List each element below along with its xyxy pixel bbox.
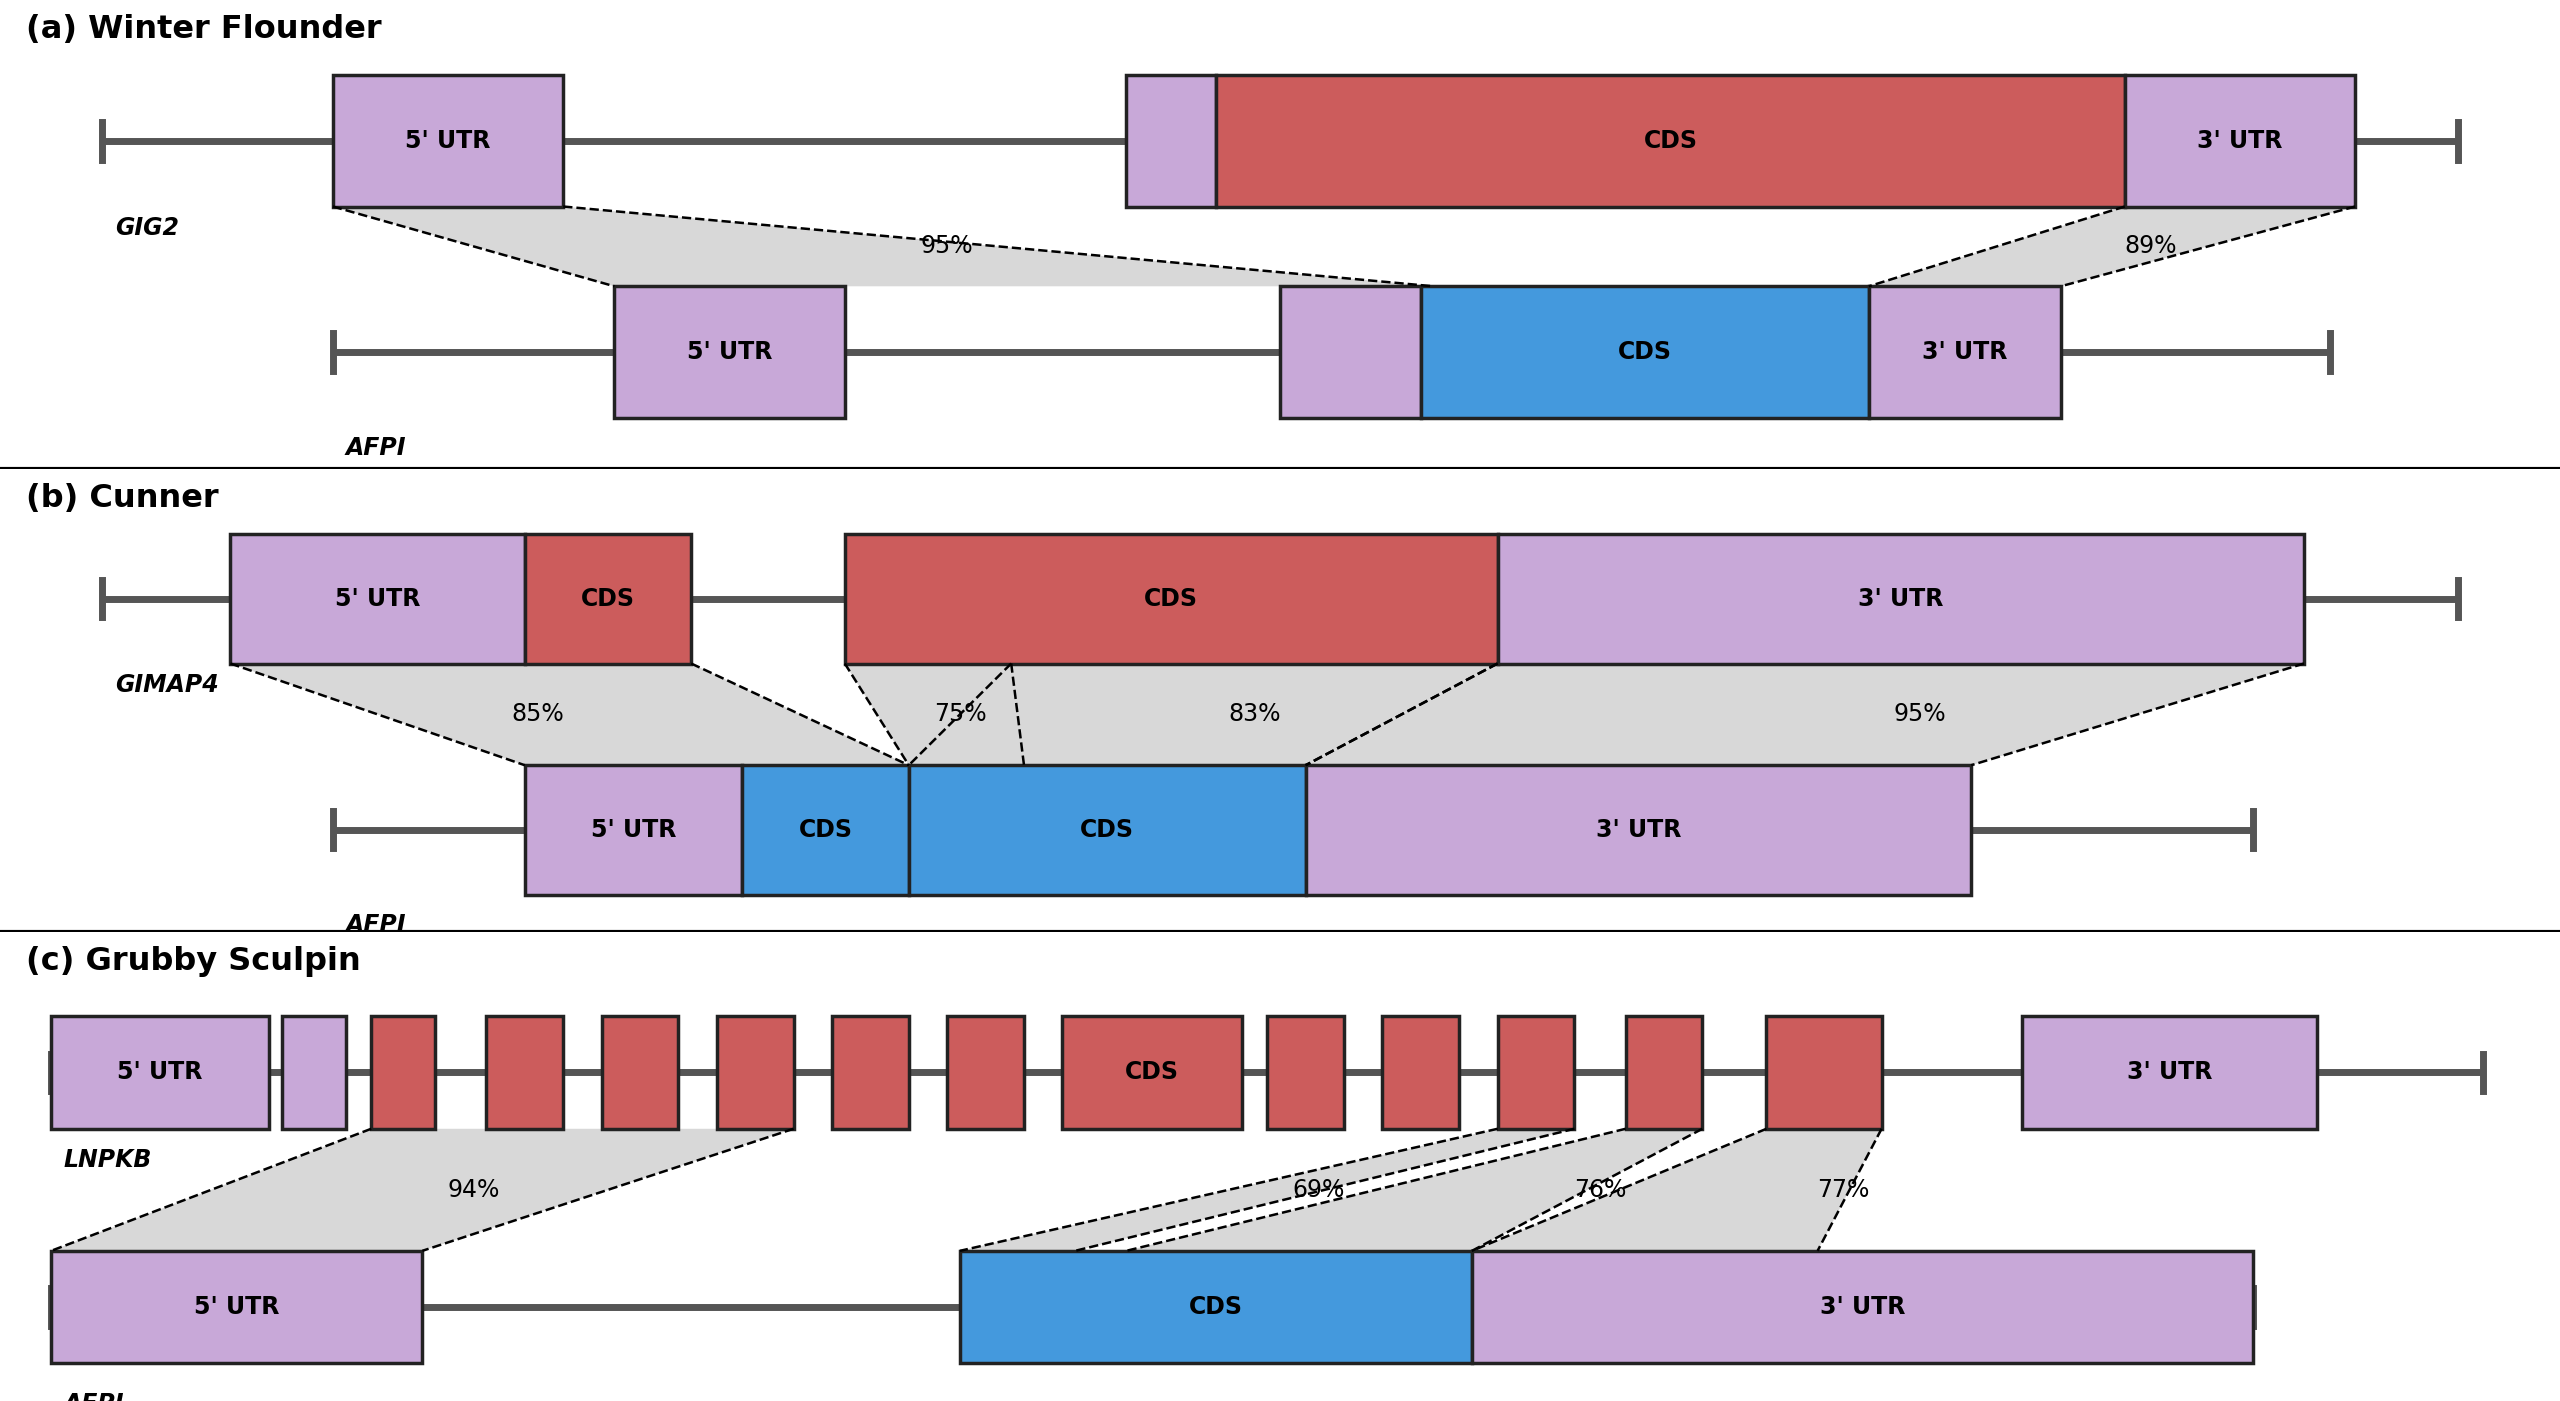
Text: CDS: CDS: [1644, 129, 1697, 153]
Text: 95%: 95%: [1894, 702, 1946, 726]
Bar: [1280, 286, 1421, 417]
Bar: [1216, 76, 2125, 206]
Polygon shape: [845, 664, 1024, 765]
Bar: [1421, 286, 1869, 417]
Text: 3' UTR: 3' UTR: [2196, 129, 2284, 153]
Text: AFPI: AFPI: [346, 437, 407, 461]
Text: 95%: 95%: [922, 234, 973, 258]
Text: 3' UTR: 3' UTR: [1859, 587, 1943, 611]
Text: GIMAP4: GIMAP4: [115, 672, 220, 696]
Text: LNPKB: LNPKB: [64, 1147, 154, 1171]
Text: 3' UTR: 3' UTR: [1820, 1295, 1905, 1320]
Bar: [960, 1251, 1472, 1363]
Text: 5' UTR: 5' UTR: [118, 1061, 202, 1084]
Bar: [742, 765, 909, 895]
Bar: [282, 1016, 346, 1129]
Text: 3' UTR: 3' UTR: [1923, 340, 2007, 364]
Text: GIG2: GIG2: [115, 216, 179, 240]
Text: 85%: 85%: [512, 702, 563, 726]
Polygon shape: [1306, 664, 2304, 765]
Bar: [371, 1016, 435, 1129]
Text: (b) Cunner: (b) Cunner: [26, 483, 218, 514]
Polygon shape: [1472, 1129, 1882, 1251]
Text: 5' UTR: 5' UTR: [686, 340, 773, 364]
Bar: [1498, 1016, 1574, 1129]
Polygon shape: [1869, 206, 2355, 286]
Bar: [1382, 1016, 1459, 1129]
Bar: [832, 1016, 909, 1129]
Bar: [333, 76, 563, 206]
Bar: [525, 534, 691, 664]
Bar: [51, 1016, 269, 1129]
Text: CDS: CDS: [1124, 1061, 1180, 1084]
Bar: [2125, 76, 2355, 206]
Bar: [51, 1251, 422, 1363]
Bar: [486, 1016, 563, 1129]
Text: 5' UTR: 5' UTR: [404, 129, 492, 153]
Bar: [1306, 765, 1971, 895]
Bar: [230, 534, 525, 664]
Bar: [1869, 286, 2061, 417]
Bar: [1766, 1016, 1882, 1129]
Polygon shape: [960, 1129, 1574, 1251]
Polygon shape: [51, 1129, 794, 1251]
Text: CDS: CDS: [581, 587, 635, 611]
Bar: [717, 1016, 794, 1129]
Bar: [1626, 1016, 1702, 1129]
Bar: [614, 286, 845, 417]
Bar: [602, 1016, 678, 1129]
Text: 69%: 69%: [1293, 1178, 1344, 1202]
Bar: [525, 765, 742, 895]
Text: AFPI: AFPI: [346, 913, 407, 937]
Text: 5' UTR: 5' UTR: [591, 818, 676, 842]
Text: 3' UTR: 3' UTR: [2127, 1061, 2212, 1084]
Bar: [909, 765, 1306, 895]
Bar: [1498, 534, 2304, 664]
Text: 76%: 76%: [1574, 1178, 1626, 1202]
Polygon shape: [333, 206, 1434, 286]
Text: CDS: CDS: [1080, 818, 1134, 842]
Text: 5' UTR: 5' UTR: [335, 587, 420, 611]
Text: 77%: 77%: [1818, 1178, 1869, 1202]
Polygon shape: [909, 664, 1498, 765]
Text: CDS: CDS: [799, 818, 852, 842]
Bar: [947, 1016, 1024, 1129]
Bar: [1126, 76, 1216, 206]
Text: CDS: CDS: [1618, 340, 1672, 364]
Text: 5' UTR: 5' UTR: [195, 1295, 279, 1320]
Bar: [1472, 1251, 2253, 1363]
Text: (a) Winter Flounder: (a) Winter Flounder: [26, 14, 381, 45]
Bar: [845, 534, 1498, 664]
Text: 83%: 83%: [1229, 702, 1280, 726]
Text: (c) Grubby Sculpin: (c) Grubby Sculpin: [26, 946, 361, 976]
Polygon shape: [1126, 1129, 1702, 1251]
Text: CDS: CDS: [1188, 1295, 1244, 1320]
Bar: [1062, 1016, 1242, 1129]
Text: CDS: CDS: [1144, 587, 1198, 611]
Text: AFPI: AFPI: [64, 1391, 125, 1401]
Bar: [2022, 1016, 2317, 1129]
Text: 75%: 75%: [934, 702, 986, 726]
Text: 89%: 89%: [2125, 234, 2176, 258]
Text: 3' UTR: 3' UTR: [1595, 818, 1682, 842]
Polygon shape: [230, 664, 909, 765]
Text: 94%: 94%: [448, 1178, 499, 1202]
Bar: [1267, 1016, 1344, 1129]
